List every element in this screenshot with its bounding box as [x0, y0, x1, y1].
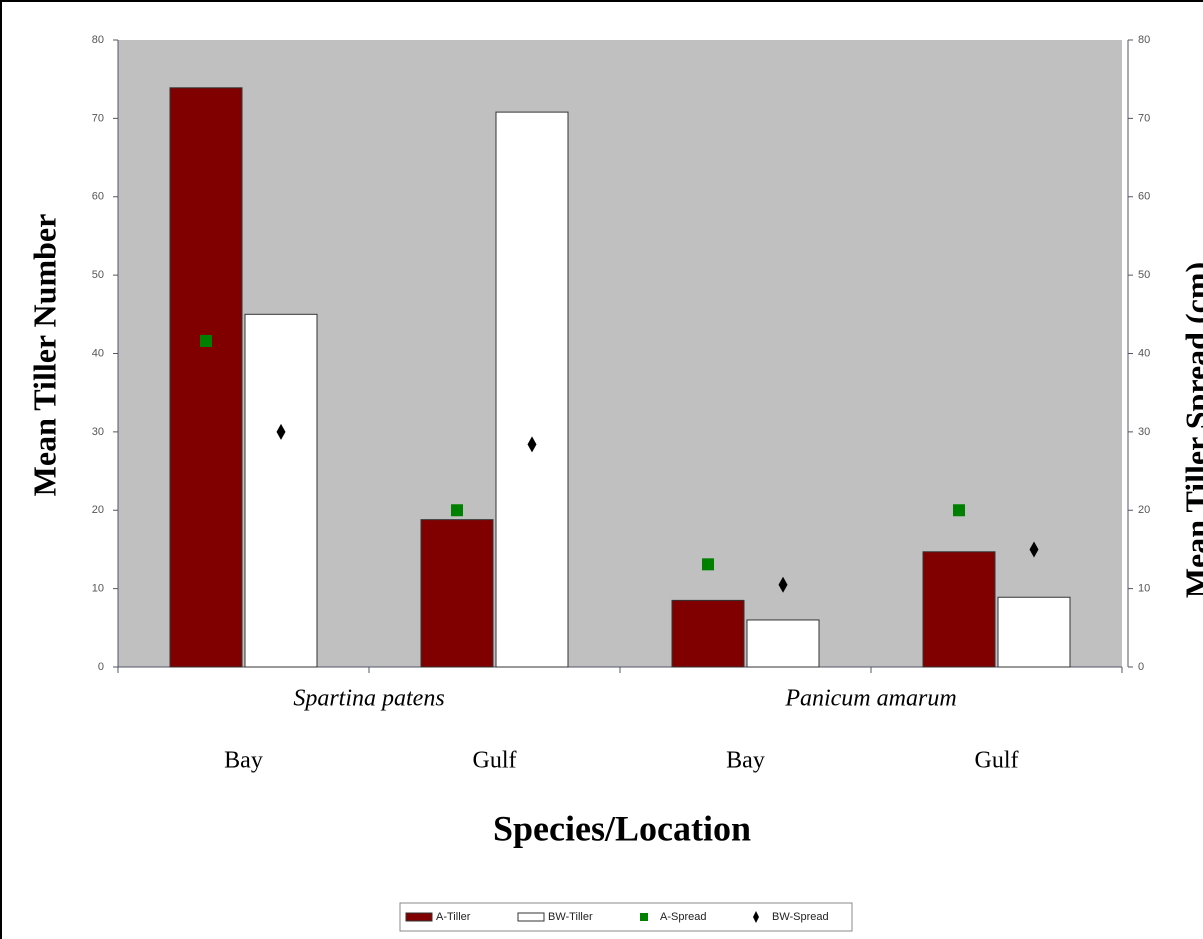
y2-tick-label: 0: [1138, 661, 1144, 673]
bar: [169, 87, 243, 668]
legend-label: A-Spread: [660, 911, 706, 923]
x-tick-label: Gulf: [473, 748, 517, 774]
y2-tick-label: 20: [1138, 504, 1150, 516]
legend-label: BW-Spread: [772, 911, 829, 923]
y2-tick-label: 10: [1138, 583, 1150, 595]
legend-swatch: [405, 912, 433, 922]
bar: [671, 599, 745, 668]
x-tick-label: Gulf: [975, 748, 1019, 774]
marker: [527, 436, 537, 453]
legend-label: BW-Tiller: [548, 911, 593, 923]
legend-swatch: [640, 913, 648, 921]
bar: [997, 596, 1071, 668]
bar: [244, 313, 318, 668]
bar: [922, 551, 996, 668]
y2-tick-label: 80: [1138, 34, 1150, 46]
marker: [451, 504, 463, 517]
bar: [495, 111, 569, 668]
y2-tick-label: 30: [1138, 426, 1150, 438]
y-tick-label: 10: [92, 583, 104, 595]
marker: [276, 423, 286, 440]
marker: [953, 504, 965, 517]
marker: [200, 334, 212, 347]
marker: [702, 558, 714, 571]
legend-label: A-Tiller: [436, 911, 471, 923]
y-tick-label: 0: [98, 661, 104, 673]
y-tick-label: 20: [92, 504, 104, 516]
y2-tick-label: 60: [1138, 191, 1150, 203]
bar: [420, 519, 494, 668]
marker: [1029, 541, 1039, 558]
legend-swatch: [753, 911, 759, 923]
y-axis-title: Mean Tiller Number: [26, 214, 62, 497]
y-tick-label: 50: [92, 269, 104, 281]
y-tick-label: 30: [92, 426, 104, 438]
y-tick-label: 70: [92, 112, 104, 124]
y2-axis-title: Mean Tiller Spread (cm): [1178, 262, 1203, 598]
legend-swatch: [517, 912, 545, 922]
y2-tick-label: 70: [1138, 112, 1150, 124]
x-tick-label: Bay: [224, 748, 263, 774]
species-label: Panicum amarum: [784, 686, 956, 712]
species-label: Spartina patens: [293, 686, 444, 712]
y2-tick-label: 40: [1138, 347, 1150, 359]
y-tick-label: 60: [92, 191, 104, 203]
legend: [399, 902, 853, 932]
y-tick-label: 80: [92, 34, 104, 46]
bar: [746, 619, 820, 668]
x-axis-title: Species/Location: [493, 808, 751, 848]
y-tick-label: 40: [92, 347, 104, 359]
y2-tick-label: 50: [1138, 269, 1150, 281]
x-tick-label: Bay: [726, 748, 765, 774]
marker: [778, 576, 788, 593]
